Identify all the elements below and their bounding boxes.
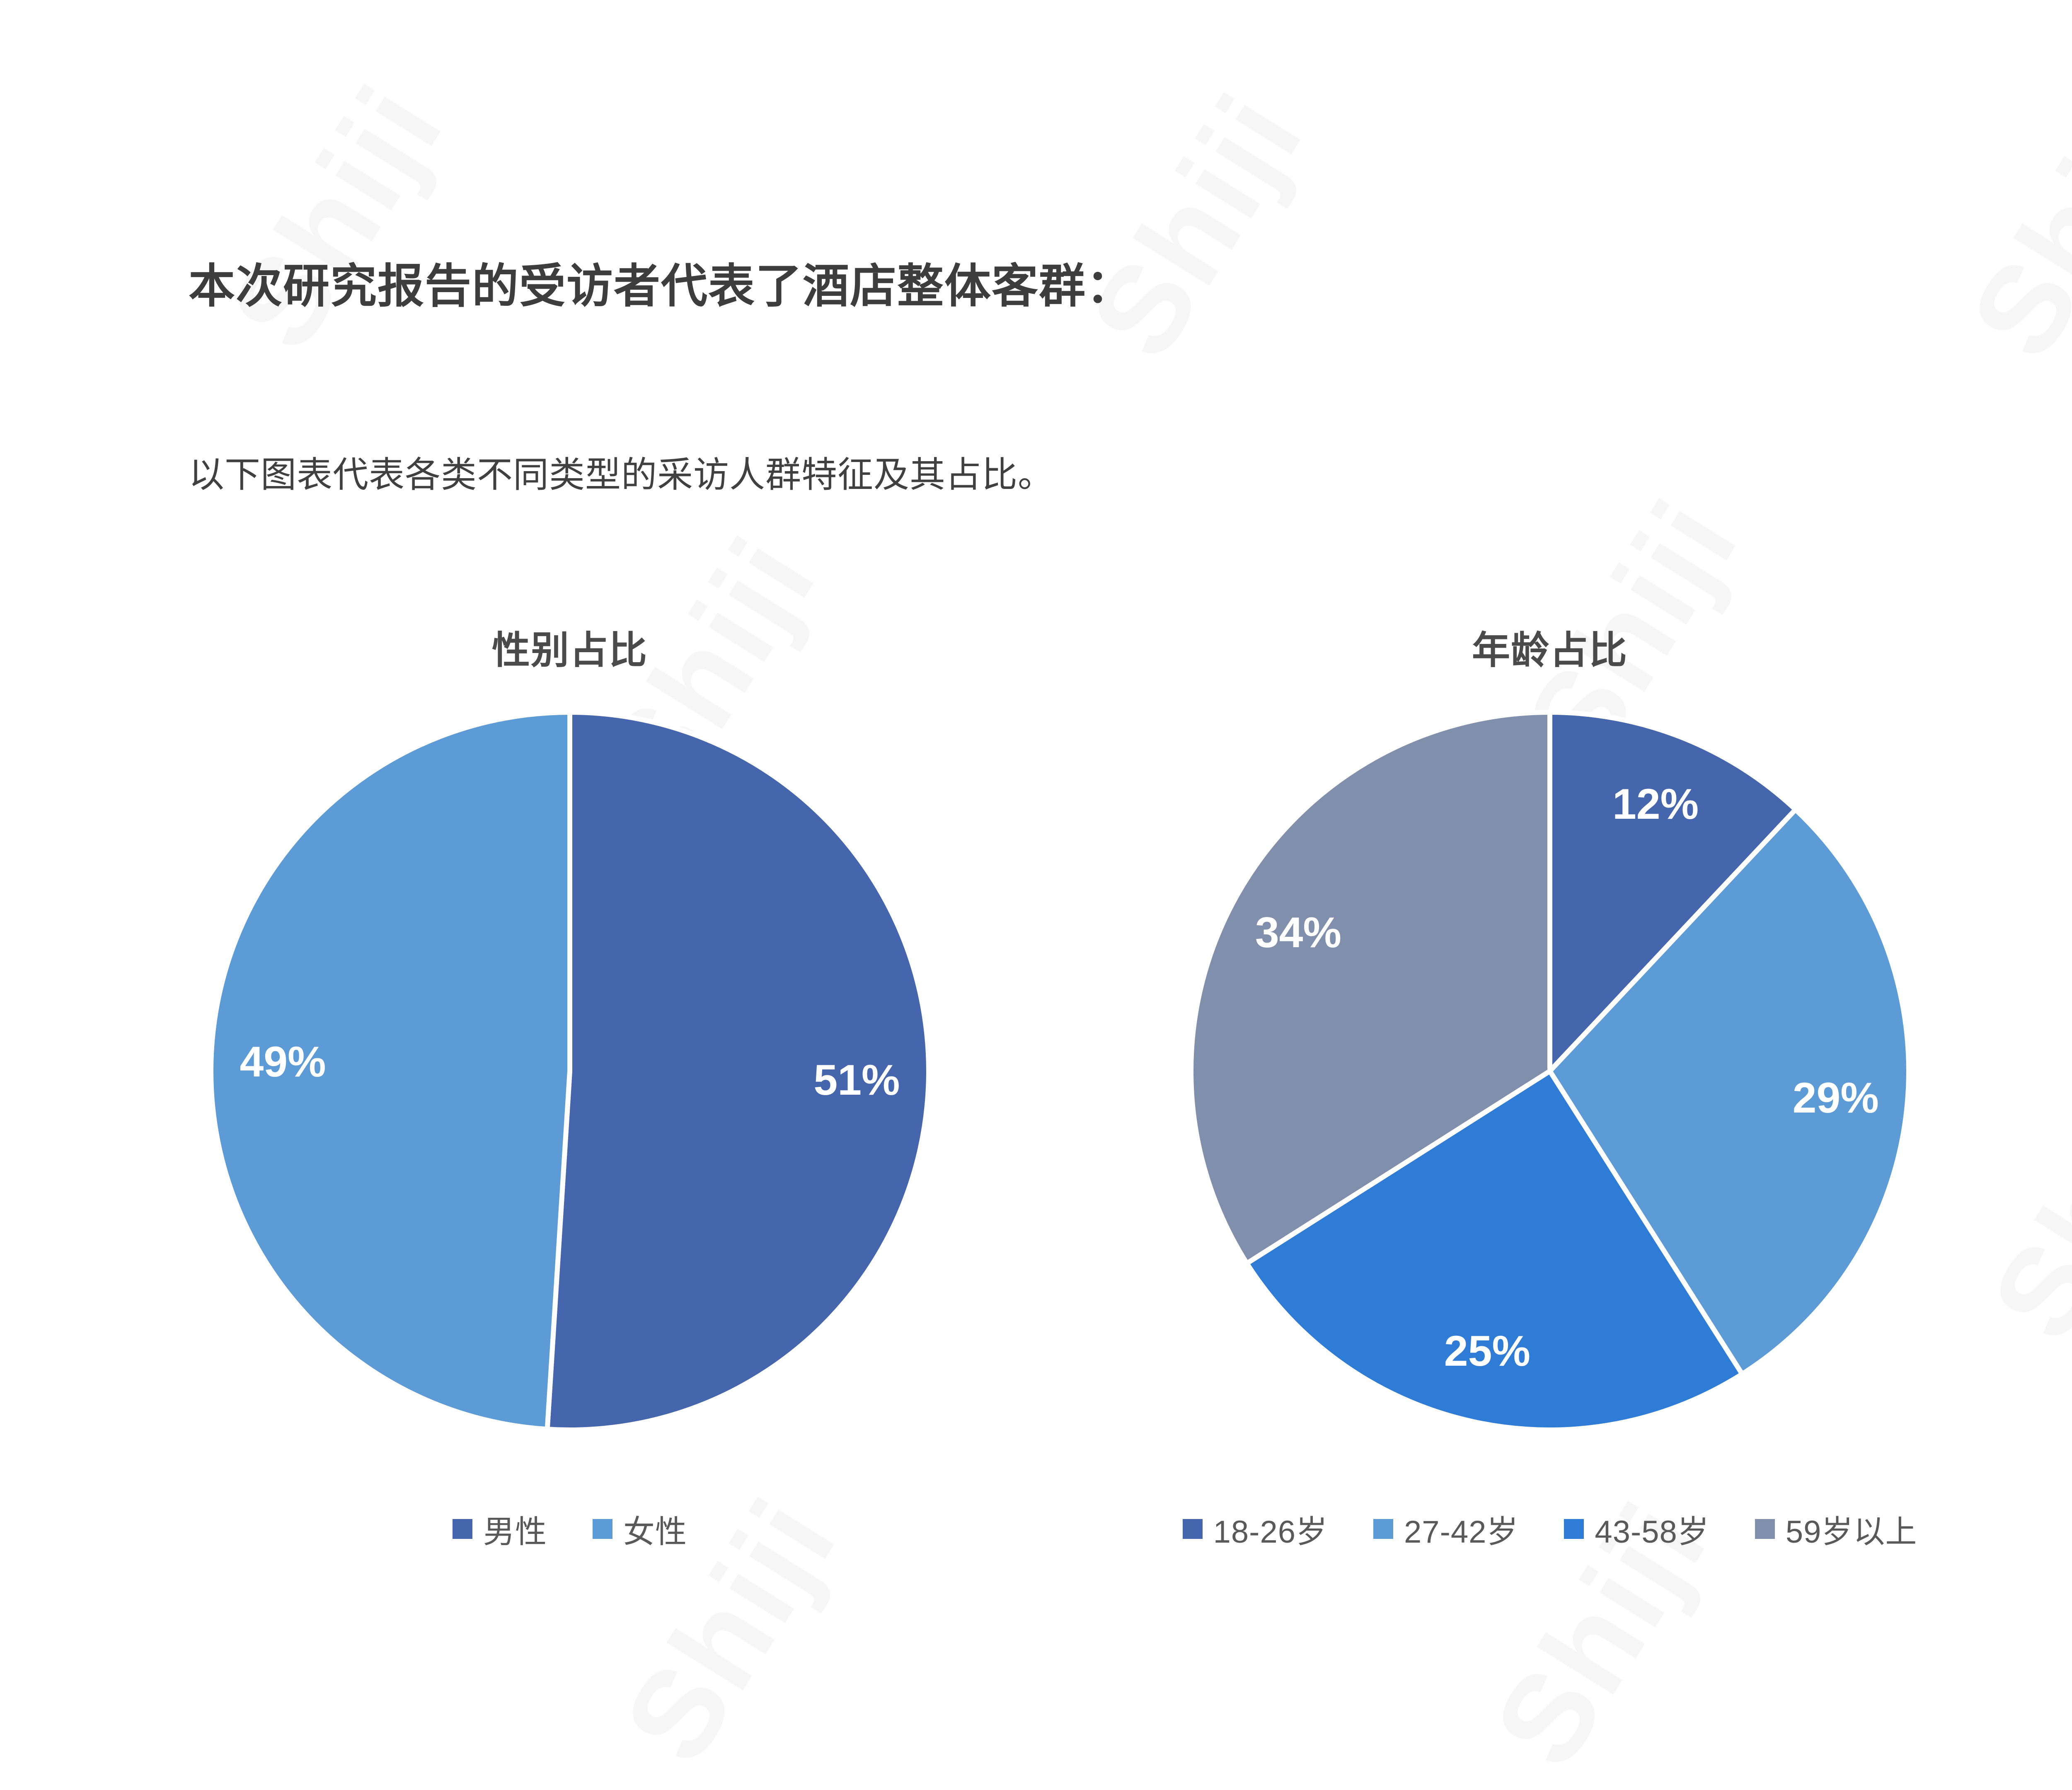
pie-slice-43-58岁 — [1244, 1069, 1745, 1432]
legend-swatch — [453, 1519, 472, 1539]
legend-label: 59岁以上 — [1785, 1514, 1917, 1550]
data-label-59岁以上: 34% — [1255, 909, 1341, 957]
legend-swatch — [593, 1519, 612, 1539]
data-label-男性: 51% — [813, 1056, 900, 1104]
legend-label: 男性 — [483, 1514, 547, 1550]
pie-slice-男性 — [545, 710, 932, 1432]
data-label-43-58岁: 25% — [1444, 1327, 1530, 1375]
watermark-text: Shiji — [203, 61, 470, 372]
legend-item-27-42岁: 27-42岁 — [1373, 1506, 1518, 1552]
pie-slice-18-26岁 — [1547, 710, 1798, 1074]
legend-item-男性: 男性 — [453, 1506, 547, 1552]
pie-age-wrap: 12% 29% 25% 34% — [1073, 702, 2026, 1442]
legend-item-女性: 女性 — [593, 1506, 687, 1552]
pie-slice-59岁以上 — [1188, 710, 1552, 1266]
chart-gender: 性别占比 51% 49% 男性 女性 — [93, 619, 1046, 1552]
legend-label: 18-26岁 — [1213, 1514, 1328, 1550]
legend-label: 27-42岁 — [1404, 1514, 1519, 1550]
pie-gender-wrap: 51% 49% — [93, 702, 1046, 1442]
legend-item-18-26岁: 18-26岁 — [1182, 1506, 1328, 1552]
legend-gender: 男性 女性 — [93, 1506, 1046, 1552]
legend-age: 18-26岁 27-42岁 43-58岁 59岁以上 — [1073, 1506, 2026, 1552]
chart-gender-title: 性别占比 — [491, 629, 648, 672]
pie-slice-27-42岁 — [1547, 807, 1911, 1377]
page-title: 本次研究报告的受访者代表了酒店整体客群： — [189, 260, 1133, 312]
pie-chart-age: 12% 29% 25% 34% — [1188, 710, 1911, 1432]
legend-swatch — [1755, 1519, 1775, 1539]
legend-label: 女性 — [623, 1514, 687, 1550]
legend-label: 43-58岁 — [1595, 1514, 1709, 1550]
legend-swatch — [1373, 1519, 1394, 1539]
watermark-text: Shiji — [1944, 70, 2072, 380]
chart-age: 年龄占比 12% 29% 25% 34% 18-26岁 27-42岁 43-58岁 59岁以… — [1073, 619, 2026, 1552]
page-subtitle: 以下图表代表各类不同类型的采访人群特征及其占比。 — [189, 455, 1054, 495]
legend-item-43-58岁: 43-58岁 — [1564, 1506, 1709, 1552]
data-label-女性: 49% — [240, 1038, 326, 1086]
chart-age-title: 年龄占比 — [1472, 629, 1628, 672]
legend-swatch — [1564, 1519, 1584, 1539]
watermark-text: Shiji — [1063, 70, 1329, 380]
pie-slice-女性 — [208, 710, 572, 1432]
pie-chart-gender: 51% 49% — [208, 710, 932, 1432]
legend-swatch — [1182, 1519, 1203, 1539]
data-label-18-26岁: 12% — [1612, 780, 1699, 828]
legend-item-59岁以上: 59岁以上 — [1755, 1506, 1917, 1552]
data-label-27-42岁: 29% — [1793, 1074, 1879, 1122]
